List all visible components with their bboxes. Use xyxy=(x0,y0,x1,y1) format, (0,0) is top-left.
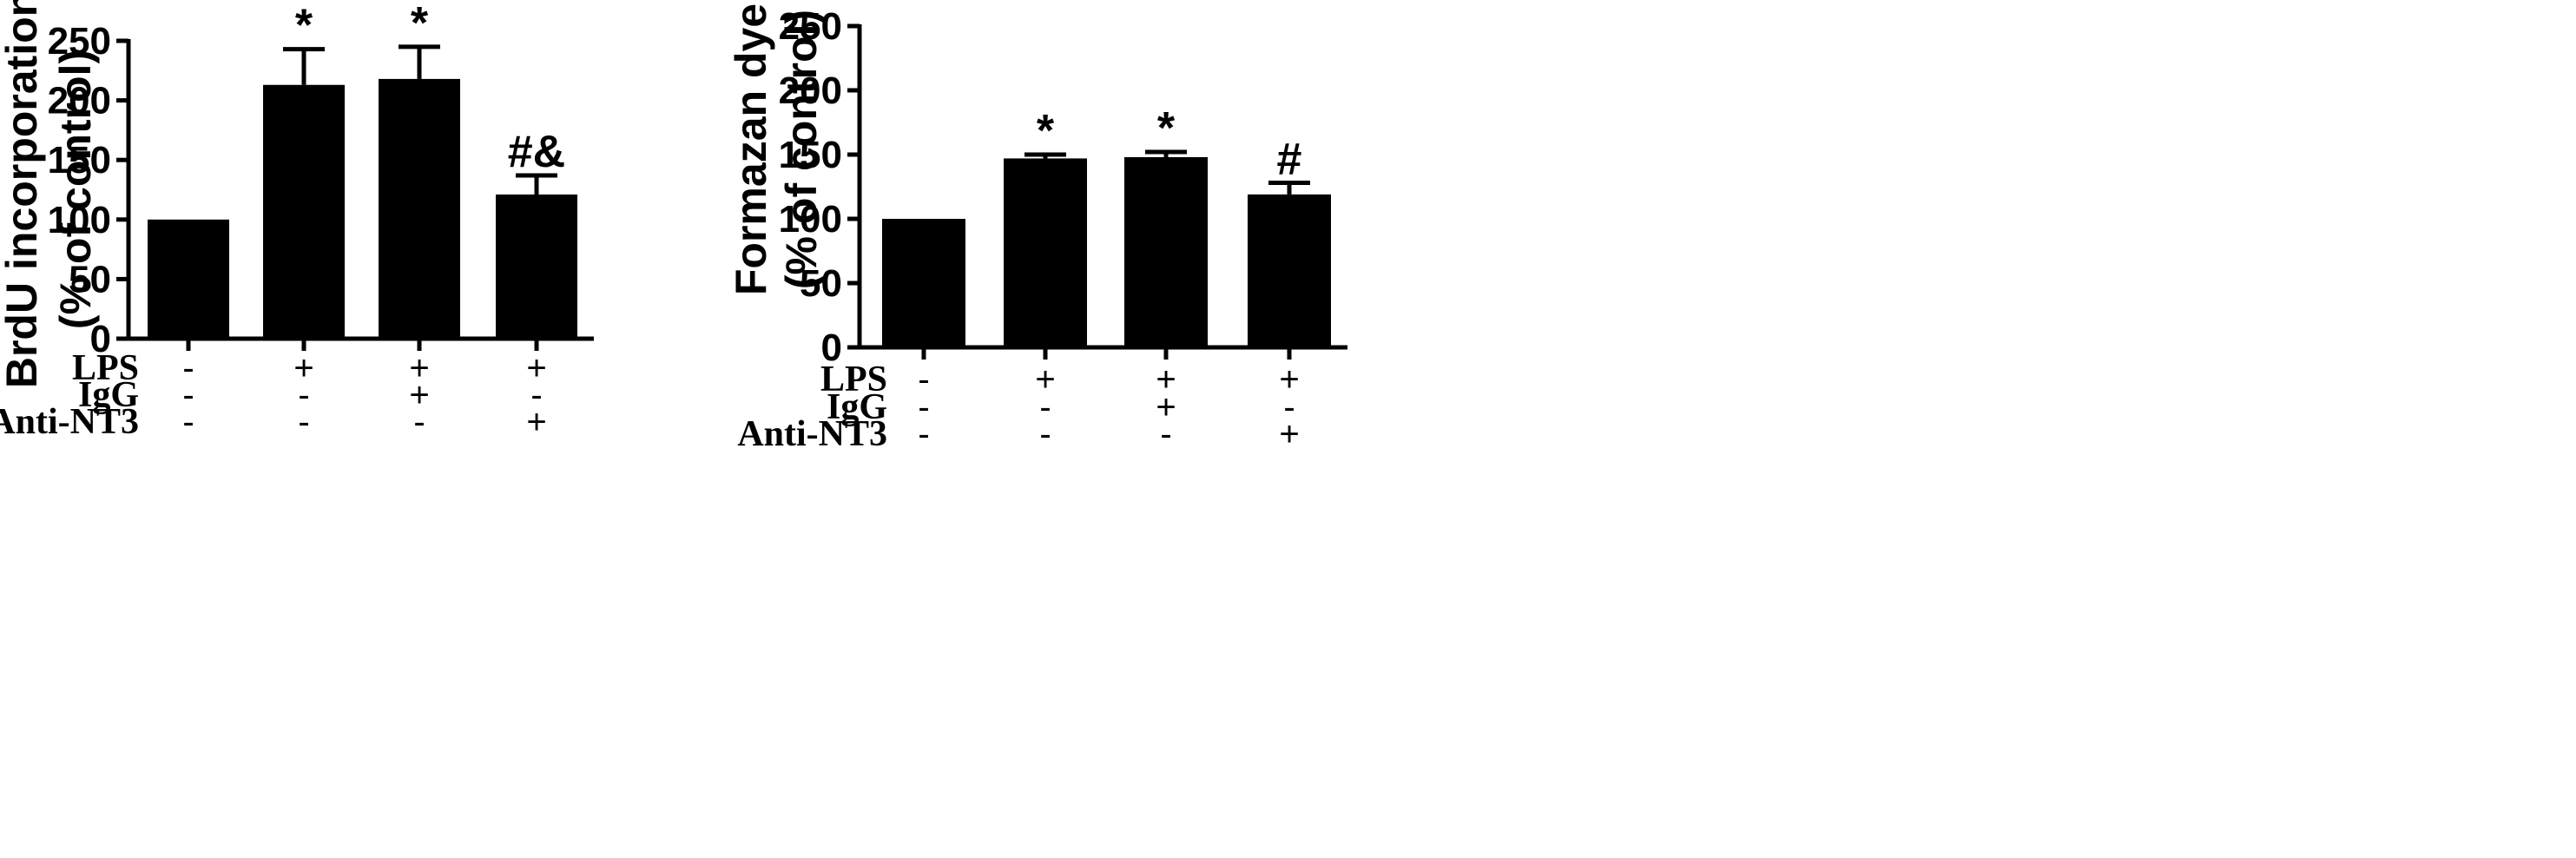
treatment-sign: - xyxy=(918,360,929,399)
y-tick-label: 200 xyxy=(48,80,111,122)
significance-marker: # xyxy=(1277,135,1302,185)
treatment-sign: - xyxy=(530,376,542,414)
bar xyxy=(882,219,965,347)
significance-marker: * xyxy=(411,0,429,49)
treatment-sign: + xyxy=(293,349,313,387)
y-tick-label: 50 xyxy=(69,258,111,300)
treatment-sign: - xyxy=(1039,415,1051,453)
y-axis-title-line: (% of control) xyxy=(777,10,826,289)
treatment-sign: - xyxy=(182,349,194,387)
bar xyxy=(496,194,577,339)
treatment-row-label: LPS xyxy=(72,348,139,388)
formazan-dye-chart: 0 50 100 150 200 250 * * # Formazan dye (% of cont… xyxy=(727,3,1347,454)
treatment-sign: + xyxy=(526,403,546,441)
treatment-sign: - xyxy=(918,388,929,426)
treatment-row-label: IgG xyxy=(827,387,887,427)
treatment-row-label: LPS xyxy=(820,360,887,399)
y-tick-label: 0 xyxy=(90,318,111,360)
bar xyxy=(1004,158,1087,347)
treatment-sign: + xyxy=(1035,360,1055,399)
treatment-sign: - xyxy=(918,415,929,453)
treatment-sign: + xyxy=(1156,360,1176,399)
bar xyxy=(1248,194,1331,347)
treatment-sign: - xyxy=(1283,388,1295,426)
y-axis-title-line: (% of control) xyxy=(51,50,100,329)
y-tick-label: 150 xyxy=(48,139,111,182)
treatment-row-label: Anti-NT3 xyxy=(0,402,139,442)
y-tick-label: 150 xyxy=(779,134,842,176)
bar xyxy=(148,219,229,339)
significance-marker: #& xyxy=(508,127,565,177)
treatment-sign: + xyxy=(1279,415,1299,453)
y-tick-label: 250 xyxy=(779,5,842,48)
treatment-row-label: IgG xyxy=(78,375,139,415)
treatment-sign: - xyxy=(182,376,194,414)
treatment-sign: - xyxy=(298,403,309,441)
treatment-sign: + xyxy=(1156,388,1176,426)
y-tick-label: 100 xyxy=(48,199,111,241)
y-tick-label: 0 xyxy=(821,327,842,369)
treatment-sign: - xyxy=(1039,388,1051,426)
significance-marker: * xyxy=(295,1,313,51)
treatment-sign: + xyxy=(1279,360,1299,399)
treatment-row-label: Anti-NT3 xyxy=(737,414,887,454)
y-tick-label: 250 xyxy=(48,20,111,63)
y-tick-label: 200 xyxy=(779,69,842,112)
significance-marker: * xyxy=(1037,106,1055,156)
treatment-sign: + xyxy=(409,349,429,387)
significance-marker: * xyxy=(1157,103,1176,154)
treatment-sign: - xyxy=(1160,415,1171,453)
bar xyxy=(1124,156,1208,347)
treatment-sign: - xyxy=(182,403,194,441)
treatment-sign: + xyxy=(526,349,546,387)
treatment-sign: + xyxy=(409,376,429,414)
y-tick-label: 50 xyxy=(800,262,842,305)
brdu-incorporation-chart: 0 50 100 150 200 250 * * #& BrdU incorporation (% … xyxy=(0,0,594,442)
y-axis-title-line: Formazan dye xyxy=(727,3,775,295)
y-tick-label: 100 xyxy=(779,198,842,241)
treatment-sign: - xyxy=(298,376,309,414)
y-axis-title-line: BrdU incorporation xyxy=(0,0,46,388)
bar xyxy=(263,84,345,339)
bar xyxy=(379,78,460,340)
treatment-sign: - xyxy=(413,403,425,441)
